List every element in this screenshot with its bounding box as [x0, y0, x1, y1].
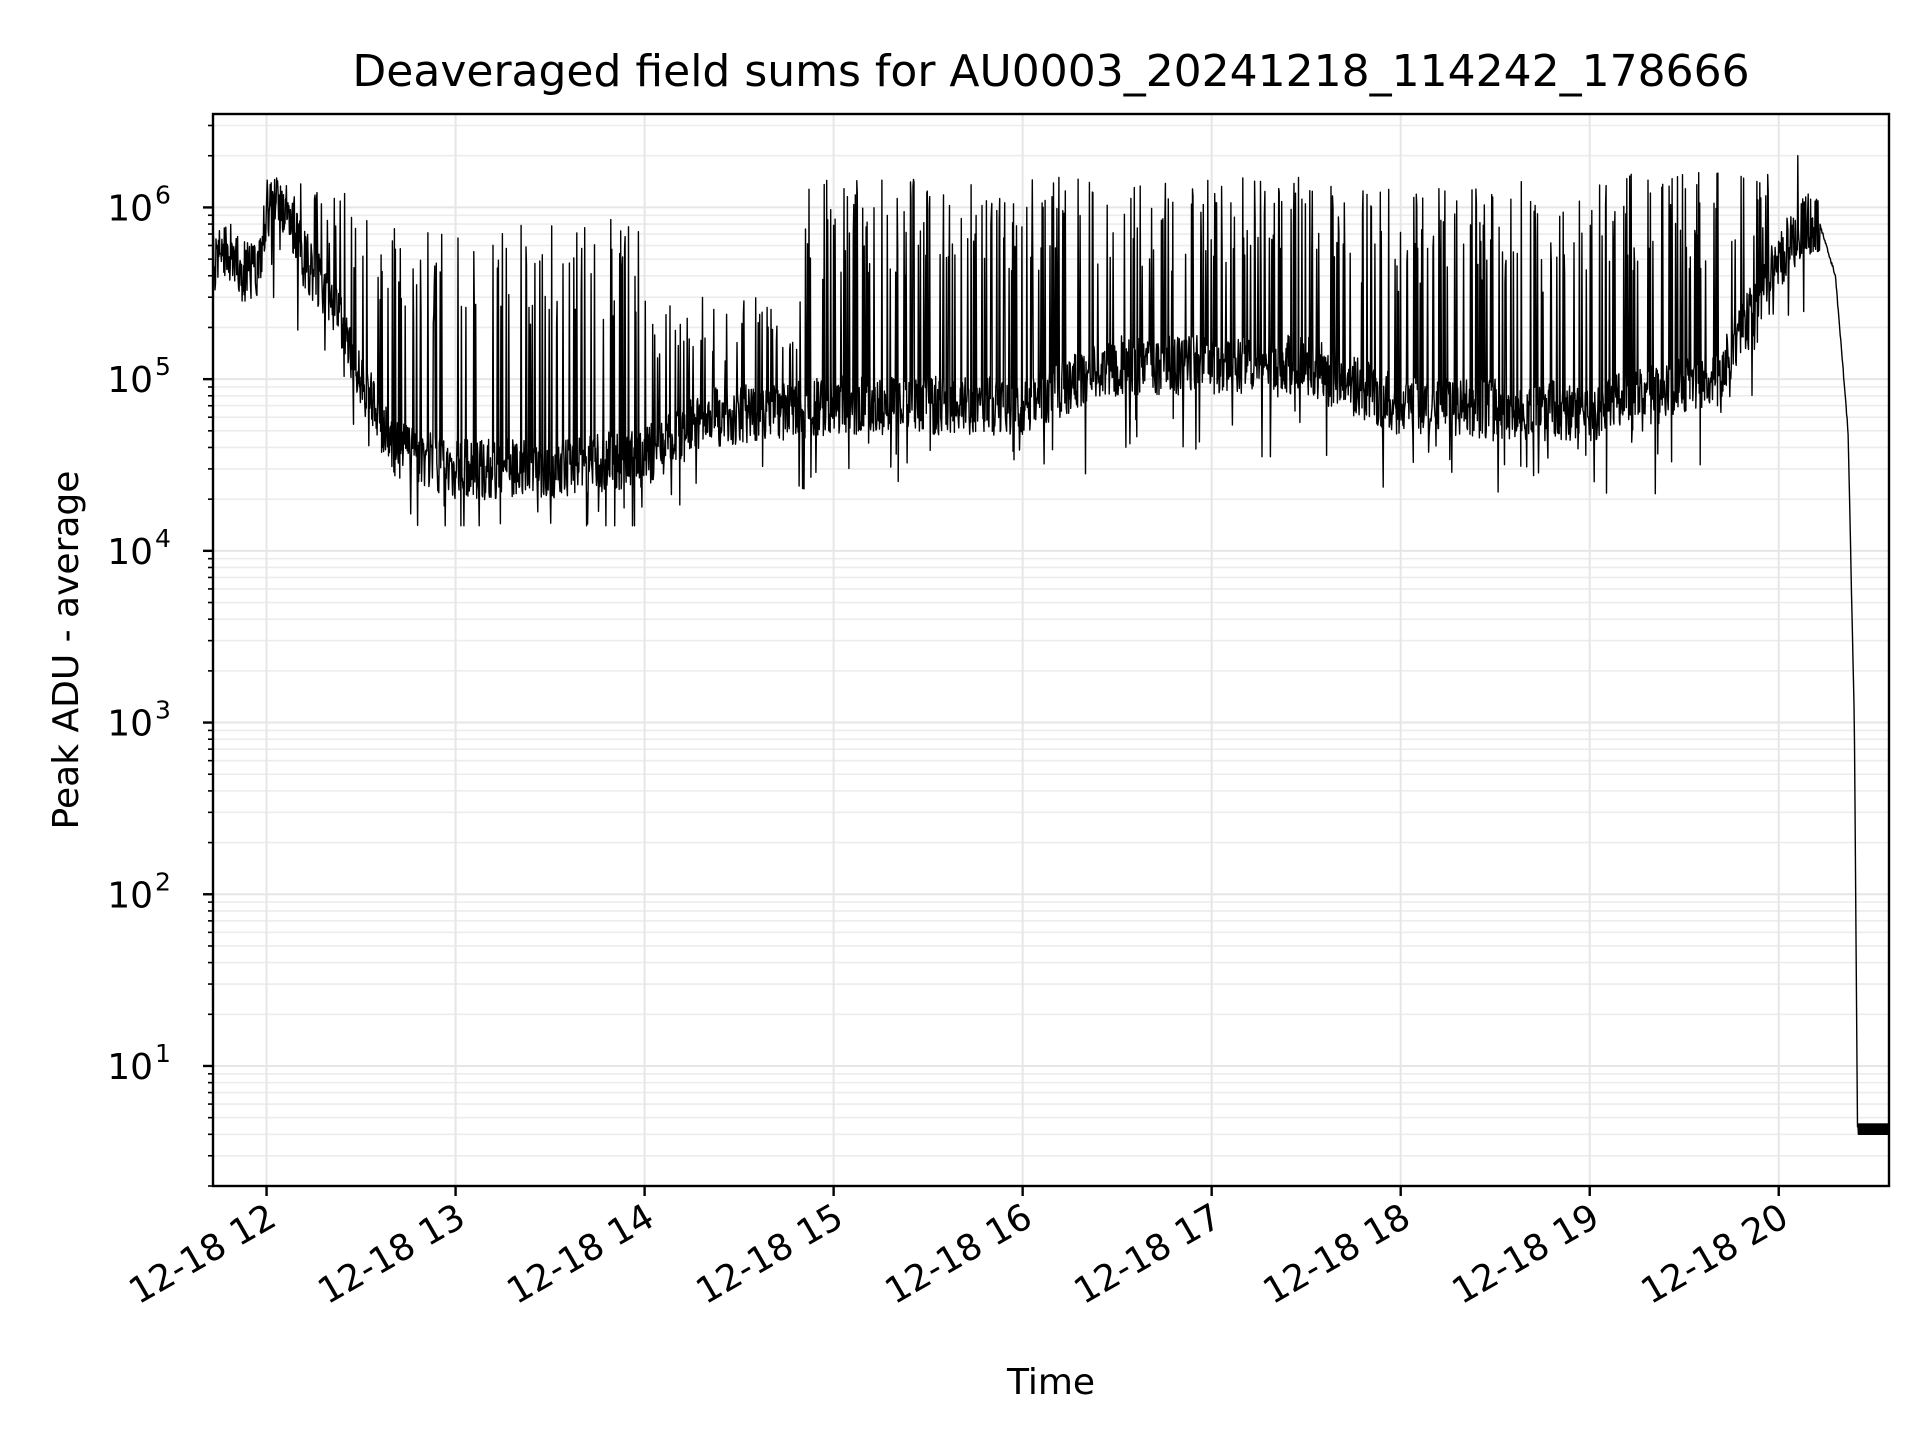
y-tick-exponent: 1: [155, 1039, 171, 1068]
series-line: [212, 155, 1890, 1135]
y-tick-label: 10: [107, 875, 153, 916]
x-axis-label: Time: [1006, 1362, 1095, 1403]
plot-frame: [211, 112, 1891, 1188]
y-tick-exponent: 5: [155, 352, 171, 381]
y-tick-label: 10: [107, 532, 153, 573]
y-tick-label: 10: [107, 188, 153, 229]
y-tick-label: 10: [107, 360, 153, 401]
y-tick-exponent: 4: [155, 524, 171, 553]
y-tick-exponent: 6: [155, 180, 171, 209]
y-tick-label: 10: [107, 704, 153, 745]
chart-title: Deaveraged field sums for AU0003_2024121…: [352, 46, 1749, 97]
y-tick-label: 10: [107, 1047, 153, 1088]
y-tick-exponent: 3: [155, 696, 171, 725]
y-tick-exponent: 2: [155, 867, 171, 896]
y-axis-label: Peak ADU - average: [46, 471, 87, 830]
